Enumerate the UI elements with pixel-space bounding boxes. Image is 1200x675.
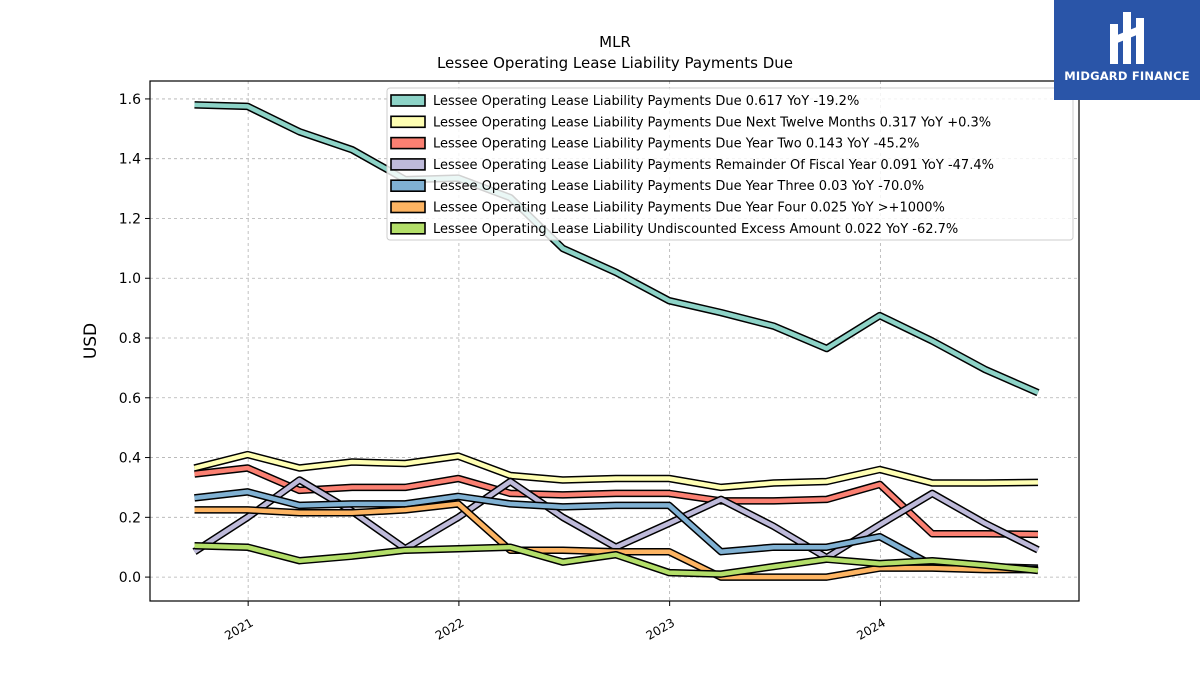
y-tick-label: 1.4: [119, 152, 141, 168]
series-line-stroke: [193, 452, 1039, 490]
series-line-stroke: [194, 465, 1039, 537]
y-tick-label: 0.6: [119, 391, 141, 407]
legend-item: Lessee Operating Lease Liability Undisco…: [390, 222, 958, 237]
legend-swatch: [390, 200, 426, 214]
y-tick-label: 1.0: [119, 271, 141, 287]
x-tick-label: 2024: [854, 615, 887, 642]
brand-logo: MIDGARD FINANCE: [1054, 0, 1200, 100]
x-tick-label: 2022: [433, 615, 466, 642]
legend-swatch: [390, 115, 426, 129]
legend-box: [386, 87, 1074, 241]
legend-label: Lessee Operating Lease Liability Undisco…: [433, 222, 958, 237]
chart-title: MLR: [599, 33, 631, 51]
chart-subtitle: Lessee Operating Lease Liability Payment…: [437, 54, 793, 72]
series-line-stroke: [194, 489, 1039, 571]
y-tick-label: 0.8: [119, 331, 141, 347]
legend-swatch: [390, 222, 426, 235]
legend-label: Lessee Operating Lease Liability Payment…: [433, 115, 991, 130]
legend-item: Lessee Operating Lease Liability Payment…: [390, 200, 945, 216]
midgard-logo-icon: [1110, 12, 1144, 64]
legend: Lessee Operating Lease Liability Payment…: [386, 87, 1074, 241]
series-line-outline: [193, 450, 1039, 492]
legend-swatch: [390, 158, 426, 171]
series-line: [194, 101, 1040, 397]
series-line: [194, 488, 1039, 572]
y-tick-label: 1.6: [119, 92, 141, 108]
series-line: [194, 464, 1039, 539]
legend-swatch: [390, 136, 426, 150]
legend-label: Lessee Operating Lease Liability Payment…: [433, 158, 994, 173]
y-axis-label: USD: [81, 323, 101, 359]
y-tick-label: 0.2: [119, 510, 141, 526]
legend-swatch: [390, 179, 426, 192]
legend-item: Lessee Operating Lease Liability Payment…: [390, 179, 924, 194]
x-tick-label: 2023: [644, 615, 677, 642]
x-tick-label: 2021: [222, 615, 255, 642]
legend-item: Lessee Operating Lease Liability Payment…: [390, 94, 859, 109]
series-line: [194, 541, 1039, 578]
y-tick-label: 0.4: [119, 451, 141, 467]
legend-item: Lessee Operating Lease Liability Payment…: [390, 136, 919, 152]
legend-label: Lessee Operating Lease Liability Payment…: [433, 179, 924, 194]
series-line-stroke: [194, 543, 1039, 577]
series-layer: [192, 101, 1040, 581]
y-tick-label: 1.2: [119, 211, 141, 227]
legend-item: Lessee Operating Lease Liability Payment…: [390, 158, 994, 173]
legend-label: Lessee Operating Lease Liability Payment…: [433, 94, 859, 109]
legend-swatch: [390, 94, 426, 107]
legend-item: Lessee Operating Lease Liability Payment…: [390, 115, 991, 130]
series-line: [193, 450, 1039, 492]
y-tick-label: 0.0: [119, 570, 141, 586]
brand-name: MIDGARD FINANCE: [1064, 69, 1190, 83]
plot-frame: [149, 80, 1080, 602]
legend-label: Lessee Operating Lease Liability Payment…: [433, 201, 945, 216]
legend-label: Lessee Operating Lease Liability Payment…: [433, 137, 919, 152]
series-line-stroke: [194, 102, 1039, 395]
